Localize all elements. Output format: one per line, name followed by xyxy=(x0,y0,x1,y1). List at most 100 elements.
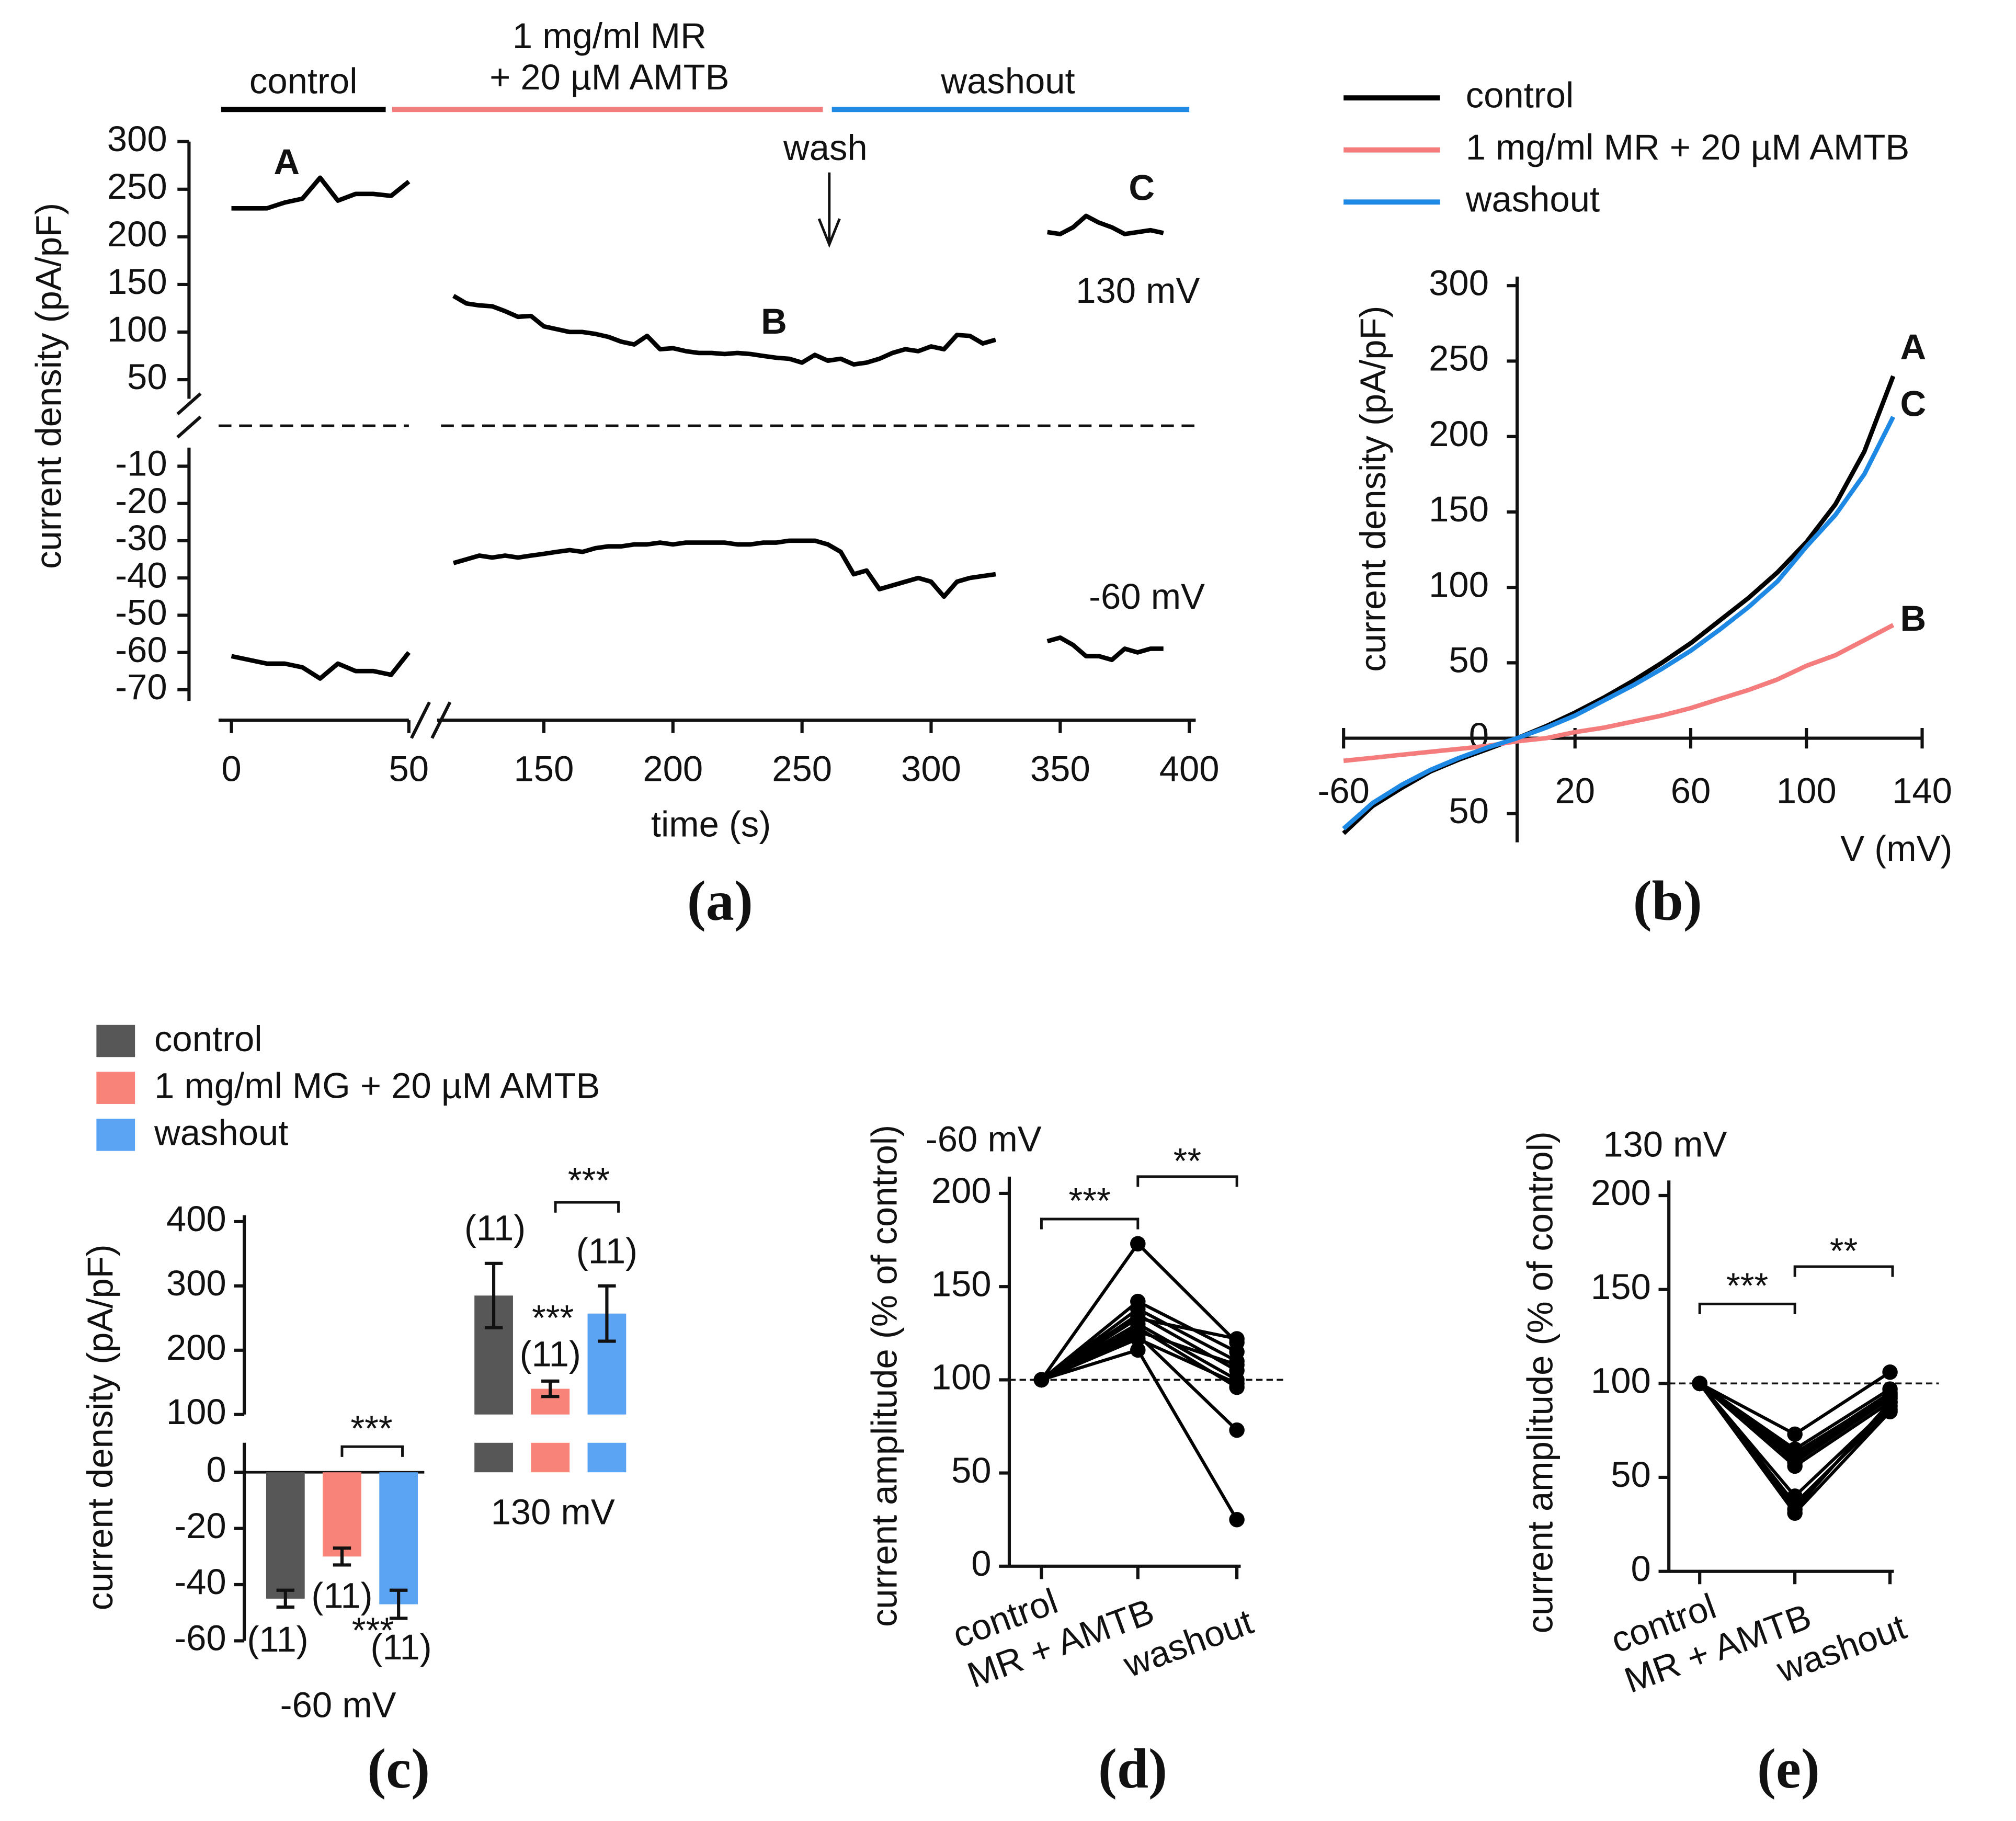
x-tick-label: 350 xyxy=(1030,749,1090,789)
legend-swatch xyxy=(96,1025,135,1057)
arrow-head xyxy=(817,218,841,248)
cell-point xyxy=(1787,1505,1803,1521)
legend-label: control xyxy=(1466,75,1574,115)
x-axis-label: V (mV) xyxy=(1840,828,1952,869)
curve-label: C xyxy=(1900,383,1926,424)
axis-break xyxy=(409,701,431,739)
y-tick-label: 100 xyxy=(1591,1361,1651,1401)
y-axis-label: current amplitude (% of control) xyxy=(864,1125,905,1627)
cell-point xyxy=(1229,1375,1245,1392)
significance: *** xyxy=(1068,1181,1110,1221)
cell-point xyxy=(1229,1331,1245,1347)
x-tick-label: 50 xyxy=(389,749,429,789)
iv-curve xyxy=(1342,375,1896,835)
trace xyxy=(452,294,997,367)
bar xyxy=(379,1472,418,1604)
x-tick-label: 300 xyxy=(901,749,961,789)
annotation: 130 mV xyxy=(1603,1124,1727,1165)
axis-break xyxy=(430,701,452,739)
cell-point xyxy=(1692,1375,1707,1392)
panel-label: (e) xyxy=(1757,1738,1820,1800)
cell-point xyxy=(1787,1445,1803,1461)
y-axis-label: current amplitude (% of control) xyxy=(1520,1131,1560,1633)
y2-tick-label: -20 xyxy=(115,481,167,521)
axis-break xyxy=(176,415,202,439)
y-tick-label: 150 xyxy=(107,261,167,302)
cell-point xyxy=(1130,1236,1146,1251)
n-label: (11) xyxy=(520,1334,581,1374)
x-axis-label: time (s) xyxy=(651,804,771,844)
iv-curve xyxy=(1343,623,1895,764)
x-tick-label: 20 xyxy=(1555,770,1595,811)
significance: *** xyxy=(532,1298,574,1338)
y-axis-label: current density (pA/pF) xyxy=(1353,306,1393,672)
cell-point xyxy=(1787,1458,1803,1474)
y-axis-label: current density (pA/pF) xyxy=(80,1244,120,1610)
category-label: -60 mV xyxy=(280,1685,396,1725)
bracket xyxy=(1040,1217,1140,1230)
n-label: (11) xyxy=(370,1627,431,1667)
trace xyxy=(1047,213,1164,236)
y-tick-label: 150 xyxy=(1429,489,1489,529)
cell-point xyxy=(1229,1357,1245,1373)
cell-point xyxy=(1882,1364,1898,1380)
y2-tick-label: 100 xyxy=(166,1392,226,1432)
x-tick-label: 140 xyxy=(1892,770,1952,811)
legend-label: 1 mg/ml MR + 20 µM AMTB xyxy=(1466,127,1910,167)
annotation: A xyxy=(274,142,300,182)
annotation: -60 mV xyxy=(926,1119,1042,1159)
annotation: 130 mV xyxy=(1076,270,1200,311)
axis-break xyxy=(176,392,202,416)
cell-point xyxy=(1033,1372,1050,1388)
legend-label: 1 mg/ml MG + 20 µM AMTB xyxy=(154,1066,600,1106)
cell-point xyxy=(1229,1511,1245,1528)
annotation: -60 mV xyxy=(1089,576,1205,617)
phase-label: 1 mg/ml MR xyxy=(512,16,707,56)
phase-label: washout xyxy=(940,61,1075,101)
y-tick-label: 0 xyxy=(1631,1549,1650,1589)
x-tick-label: 250 xyxy=(772,749,832,789)
y2-tick-label: -50 xyxy=(115,593,167,633)
significance: ** xyxy=(1174,1141,1202,1181)
curve-label: A xyxy=(1900,327,1926,367)
y-tick-label: 50 xyxy=(1449,791,1489,831)
bar xyxy=(266,1472,305,1599)
y2-tick-label: -60 xyxy=(115,630,167,670)
y-tick-label: 300 xyxy=(1429,263,1489,303)
y-tick-label: -40 xyxy=(174,1562,226,1602)
bar xyxy=(531,1442,570,1473)
phase-label: + 20 µM AMTB xyxy=(489,57,730,97)
y-tick-label: 0 xyxy=(206,1449,226,1489)
y2-tick-label: -10 xyxy=(115,443,167,484)
cell-point xyxy=(1130,1342,1146,1358)
category-label: 130 mV xyxy=(491,1492,615,1532)
trace xyxy=(231,651,411,681)
annotation: B xyxy=(761,301,787,342)
significance: *** xyxy=(568,1160,610,1200)
significance: ** xyxy=(1830,1231,1858,1271)
n-label: (11) xyxy=(311,1575,372,1615)
annotation: C xyxy=(1129,167,1155,208)
y-tick-label: 100 xyxy=(1429,564,1489,605)
cell-point xyxy=(1229,1422,1245,1438)
bracket xyxy=(340,1445,404,1457)
x-tick-label: 150 xyxy=(514,749,574,789)
y-tick-label: 250 xyxy=(107,166,167,207)
cell-point xyxy=(1787,1426,1803,1442)
cell-point xyxy=(1882,1387,1898,1403)
cell-point xyxy=(1882,1404,1898,1419)
y-tick-label: 100 xyxy=(931,1357,992,1397)
panel-label: (b) xyxy=(1633,870,1702,932)
bracket xyxy=(1793,1265,1894,1277)
legend-swatch xyxy=(96,1072,135,1104)
y-tick-label: 100 xyxy=(107,309,167,349)
n-label: (11) xyxy=(464,1208,526,1248)
y2-tick-label: -40 xyxy=(115,555,167,595)
x-tick-label: 100 xyxy=(1776,770,1837,811)
y-tick-label: 50 xyxy=(951,1450,992,1490)
y-tick-label: 300 xyxy=(107,119,167,159)
bracket xyxy=(1698,1302,1796,1314)
y-tick-label: 0 xyxy=(971,1543,991,1584)
x-tick-label: -60 xyxy=(1317,770,1369,811)
